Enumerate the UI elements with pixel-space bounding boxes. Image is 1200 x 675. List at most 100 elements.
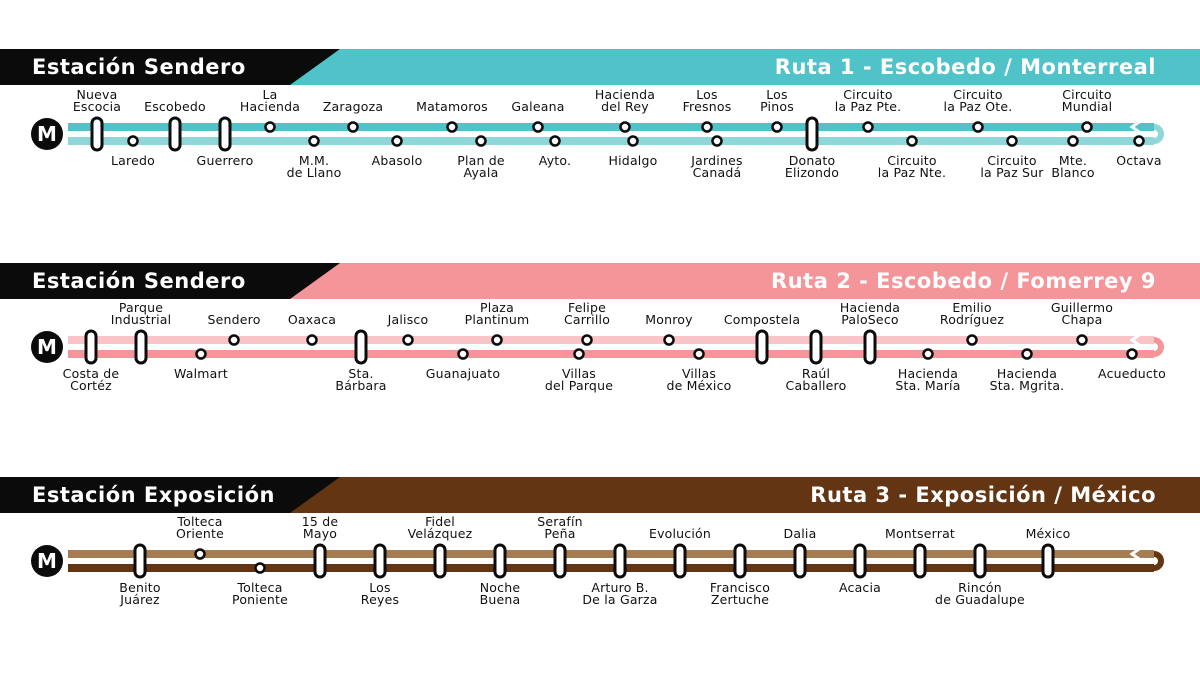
station-marker [972,121,984,133]
station-marker [391,135,403,147]
station-transfer-marker [313,543,327,579]
station-transfer-marker [913,543,927,579]
route-2-banner: Estación Sendero Ruta 2 - Escobedo / Fom… [0,263,1200,299]
station-marker [966,334,978,346]
station-transfer-marker [168,116,182,152]
station-marker [693,348,705,360]
station-marker [254,562,266,574]
route-2-route-title: Ruta 2 - Escobedo / Fomerrey 9 [771,269,1156,293]
station-label: Plan de Ayala [457,153,505,180]
station-label: Parque Industrial [110,300,172,327]
station-label: Hacienda PaloSeco [839,300,901,327]
metro-badge-label: M [37,335,57,359]
station-marker [627,135,639,147]
station-marker [228,334,240,346]
station-label: Tolteca Poniente [232,580,288,607]
station-marker [701,121,713,133]
station-transfer-marker [373,543,387,579]
station-label: Circuito la Paz Ote. [943,87,1013,114]
route-1-line-map: M [31,116,1164,152]
direction-arrow-icon [1129,331,1143,349]
station-label: Hacienda Sta. Mgrita. [989,366,1065,393]
station-transfer-marker [84,329,98,365]
station-marker [264,121,276,133]
route-1-station-title: Estación Sendero [32,55,246,79]
station-marker [922,348,934,360]
station-marker [402,334,414,346]
metro-badge-label: M [37,549,57,573]
station-label: Montserrat [884,526,956,541]
station-label: Los Pinos [760,87,794,114]
direction-arrow-icon [1129,118,1143,136]
route-2-line-map: M [31,329,1164,365]
station-label: 15 de Mayo [301,514,339,541]
station-marker [1067,135,1079,147]
station-marker [581,334,593,346]
station-transfer-marker [354,329,368,365]
station-label: Felipe Carrillo [563,300,611,327]
station-label: Villas del Parque [544,366,614,393]
station-label: Nueva Escocia [72,87,122,114]
metro-badge-icon: M [31,118,63,150]
metro-badge-icon: M [31,331,63,363]
direction-arrow-icon [1129,545,1143,563]
station-transfer-marker [218,116,232,152]
station-marker [862,121,874,133]
route-2-station-title: Estación Sendero [32,269,246,293]
station-label: Los Reyes [360,580,400,607]
station-transfer-marker [133,543,147,579]
station-label: Hacienda Sta. María [895,366,961,393]
station-label: Plaza Plantinum [464,300,530,327]
station-label: Guanajuato [425,366,501,381]
end-loop [1153,124,1164,144]
station-marker [195,348,207,360]
station-marker [1126,348,1138,360]
station-label: Galeana [511,99,565,114]
station-marker [308,135,320,147]
station-marker [1081,121,1093,133]
station-marker [619,121,631,133]
station-marker [1076,334,1088,346]
station-marker [1006,135,1018,147]
station-label: Sta. Bárbara [335,366,387,393]
route-3-route-title: Ruta 3 - Exposición / México [810,483,1156,507]
station-marker [771,121,783,133]
station-label: Donato Elizondo [784,153,840,180]
station-label: México [1025,526,1071,541]
station-transfer-marker [809,329,823,365]
end-loop [1153,551,1164,571]
station-transfer-marker [134,329,148,365]
station-label: Circuito la Paz Nte. [877,153,947,180]
station-transfer-marker [613,543,627,579]
metro-badge-label: M [37,122,57,146]
station-marker [194,548,206,560]
station-label: Rincón de Guadalupe [935,580,1025,607]
station-label: Laredo [111,153,155,168]
station-transfer-marker [553,543,567,579]
route-3-banner: Estación Exposición Ruta 3 - Exposición … [0,477,1200,513]
station-label: Evolución [648,526,712,541]
station-marker [663,334,675,346]
station-label: Oaxaca [287,312,337,327]
station-marker [711,135,723,147]
station-label: La Hacienda [239,87,301,114]
station-marker [549,135,561,147]
station-marker [532,121,544,133]
station-transfer-marker [433,543,447,579]
station-transfer-marker [863,329,877,365]
route-3: Estación Exposición Ruta 3 - Exposición … [0,477,1200,627]
route-3-line-map: M [31,543,1164,579]
station-label: Guerrero [196,153,254,168]
station-label: Octava [1116,153,1162,168]
station-label: Los Fresnos [682,87,732,114]
station-label: Noche Buena [479,580,521,607]
station-label: Circuito la Paz Pte. [834,87,902,114]
route-1-banner: Estación Sendero Ruta 1 - Escobedo / Mon… [0,49,1200,85]
station-label: Jalisco [387,312,429,327]
station-marker [491,334,503,346]
station-transfer-marker [973,543,987,579]
station-label: Raúl Caballero [785,366,847,393]
station-label: Hacienda del Rey [594,87,656,114]
station-marker [906,135,918,147]
route-1-route-title: Ruta 1 - Escobedo / Monterreal [774,55,1156,79]
